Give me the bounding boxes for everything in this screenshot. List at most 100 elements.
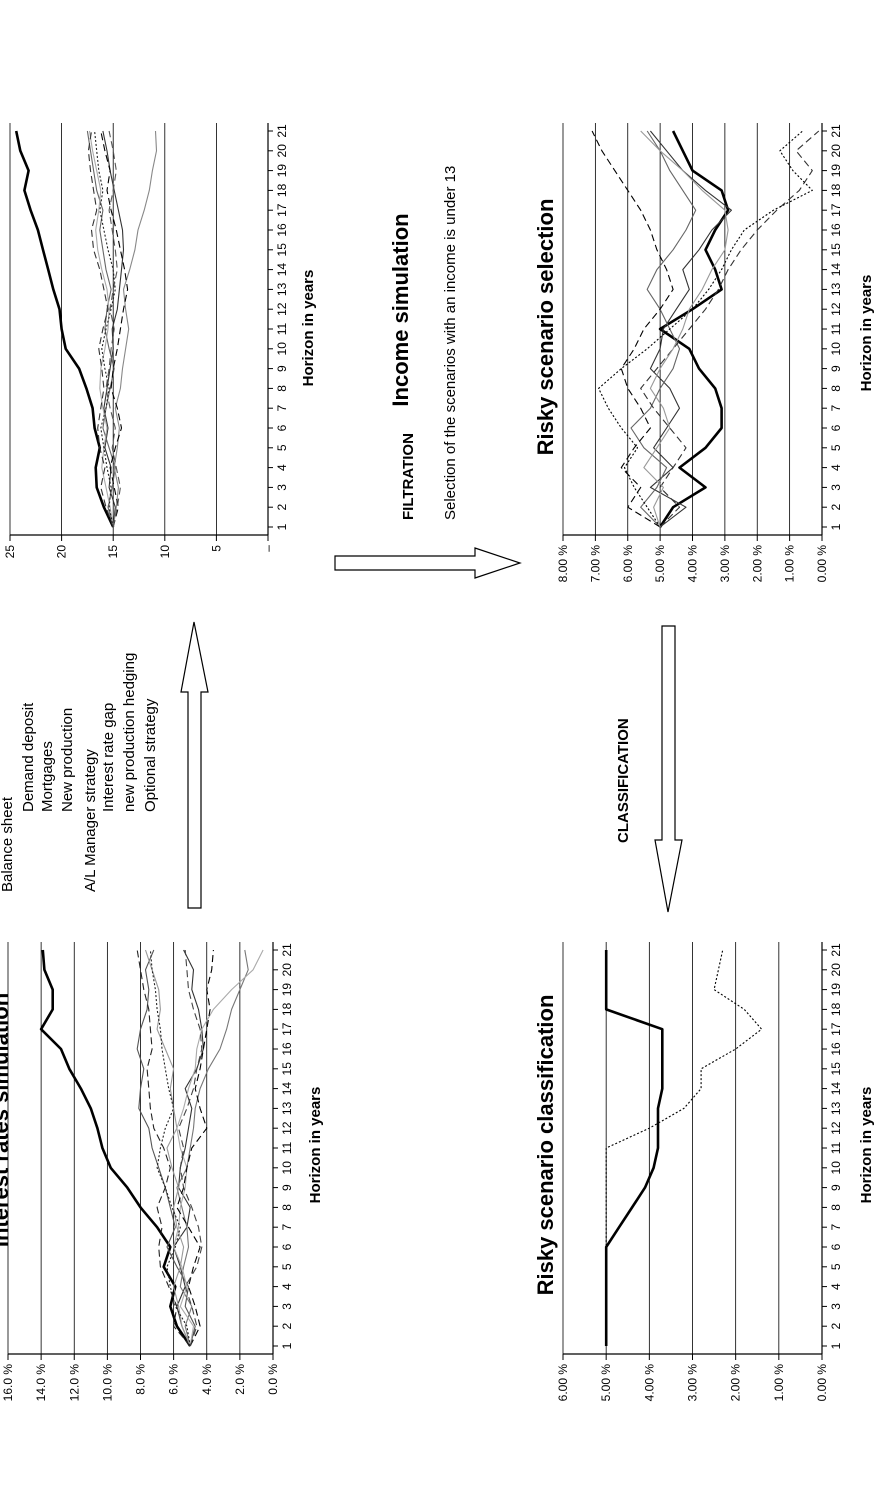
x-tick-label: 8 xyxy=(829,1204,843,1211)
series-line-8 xyxy=(136,949,191,1347)
x-tick-label: 7 xyxy=(829,405,843,412)
balance-line: new production hedging xyxy=(121,653,138,812)
y-tick-label: 10.0 % xyxy=(100,1364,114,1402)
interest-xlabel: Horizon in years xyxy=(307,1087,324,1204)
x-tick-label: 6 xyxy=(275,424,289,431)
income-plot-area: –510152025123456789101112131415161718192… xyxy=(3,123,289,558)
series-line-3 xyxy=(86,130,116,528)
series-line-1 xyxy=(39,949,192,1347)
x-tick-label: 5 xyxy=(280,1263,294,1270)
x-tick-label: 12 xyxy=(275,302,289,316)
y-tick-label: 15 xyxy=(106,545,120,559)
y-tick-label: 0.00 % xyxy=(815,1364,829,1402)
x-tick-label: 21 xyxy=(829,943,843,957)
interest-rates-chart: Interest rates simulation 0.0 % 2.0 % 4.0 … xyxy=(0,942,324,1401)
classification-xlabel: Horizon in years xyxy=(858,1087,875,1204)
series-line-7 xyxy=(640,130,729,528)
x-tick-label: 7 xyxy=(280,1224,294,1231)
series-line-2 xyxy=(605,949,763,1346)
x-tick-label: 5 xyxy=(275,444,289,451)
x-tick-label: 3 xyxy=(829,1303,843,1310)
balance-line: Optional strategy xyxy=(142,698,159,812)
y-tick-label: 7.00 % xyxy=(588,545,602,583)
x-tick-label: 3 xyxy=(275,484,289,491)
balance-sheet-block: Balance sheet Demand deposit Mortgages N… xyxy=(0,653,159,892)
y-tick-label: 2.0 % xyxy=(233,1364,247,1395)
x-tick-label: 14 xyxy=(829,1082,843,1096)
series-line-7 xyxy=(87,130,114,528)
x-tick-label: 10 xyxy=(829,1161,843,1175)
x-tick-label: 3 xyxy=(829,484,843,491)
y-tick-label: 6.00 % xyxy=(556,1364,570,1402)
y-tick-label: 3.00 % xyxy=(686,1364,700,1402)
x-tick-label: 20 xyxy=(280,963,294,977)
balance-line: Interest rate gap xyxy=(100,703,117,812)
selection-chart: Risky scenario selection 0.00 % 1.00 % 2.0… xyxy=(533,123,875,582)
series-line-7 xyxy=(176,949,214,1347)
series-line-4 xyxy=(112,130,158,528)
y-tick-label: 25 xyxy=(3,545,17,559)
x-tick-label: 18 xyxy=(275,183,289,197)
x-tick-label: 8 xyxy=(275,385,289,392)
x-tick-label: 4 xyxy=(829,1283,843,1290)
y-tick-label: 1.00 % xyxy=(772,1364,786,1402)
series-line-2 xyxy=(649,130,732,528)
y-tick-label: – xyxy=(261,545,275,552)
series-line-8 xyxy=(94,130,116,528)
series-line-9 xyxy=(149,949,191,1347)
y-tick-label: 8.00 % xyxy=(556,545,570,583)
series-line-1 xyxy=(658,130,730,528)
x-tick-label: 11 xyxy=(829,1141,843,1154)
x-tick-label: 19 xyxy=(829,164,843,178)
y-tick-label: 4.00 % xyxy=(686,545,700,583)
series-line-9 xyxy=(105,130,121,528)
x-tick-label: 5 xyxy=(829,1263,843,1270)
x-tick-label: 16 xyxy=(280,1042,294,1056)
x-tick-label: 10 xyxy=(275,342,289,356)
x-tick-label: 6 xyxy=(829,424,843,431)
series-line-6 xyxy=(100,130,129,528)
series-line-6 xyxy=(173,949,264,1347)
y-tick-label: 3.00 % xyxy=(718,545,732,583)
x-tick-label: 15 xyxy=(829,1062,843,1076)
x-tick-label: 1 xyxy=(275,523,289,530)
x-tick-label: 15 xyxy=(280,1062,294,1076)
balance-line: New production xyxy=(59,708,76,812)
x-tick-label: 11 xyxy=(280,1141,294,1154)
x-tick-label: 19 xyxy=(275,164,289,178)
x-tick-label: 14 xyxy=(829,263,843,277)
x-tick-label: 12 xyxy=(829,1121,843,1135)
y-tick-label: 4.0 % xyxy=(200,1364,214,1395)
x-tick-label: 17 xyxy=(275,203,289,217)
y-tick-label: 5.00 % xyxy=(653,545,667,583)
x-tick-label: 15 xyxy=(829,243,843,257)
x-tick-label: 8 xyxy=(280,1204,294,1211)
x-tick-label: 11 xyxy=(275,322,289,335)
x-tick-label: 3 xyxy=(280,1303,294,1310)
x-tick-label: 18 xyxy=(829,1002,843,1016)
x-tick-label: 12 xyxy=(829,302,843,316)
y-tick-label: 1.00 % xyxy=(783,545,797,583)
x-tick-label: 4 xyxy=(829,464,843,471)
income-chart-title: Income simulation xyxy=(388,213,413,406)
x-tick-label: 16 xyxy=(275,223,289,237)
balance-line: Demand deposit xyxy=(20,702,37,812)
series-line-3 xyxy=(136,949,196,1347)
x-tick-label: 10 xyxy=(829,342,843,356)
x-tick-label: 11 xyxy=(829,322,843,335)
x-tick-label: 2 xyxy=(829,1323,843,1330)
y-tick-label: 8.0 % xyxy=(134,1364,148,1395)
x-tick-label: 7 xyxy=(829,1224,843,1231)
series-line-4 xyxy=(176,949,249,1347)
x-tick-label: 8 xyxy=(829,385,843,392)
balance-line: Balance sheet xyxy=(0,796,16,892)
x-tick-label: 17 xyxy=(280,1022,294,1036)
balance-line: Mortgages xyxy=(39,741,56,812)
x-tick-label: 13 xyxy=(275,282,289,296)
series-line-1 xyxy=(14,130,115,528)
x-tick-label: 1 xyxy=(280,1342,294,1349)
x-tick-label: 16 xyxy=(829,223,843,237)
x-tick-label: 13 xyxy=(280,1101,294,1115)
y-tick-label: 10 xyxy=(158,545,172,559)
y-tick-label: 6.00 % xyxy=(621,545,635,583)
